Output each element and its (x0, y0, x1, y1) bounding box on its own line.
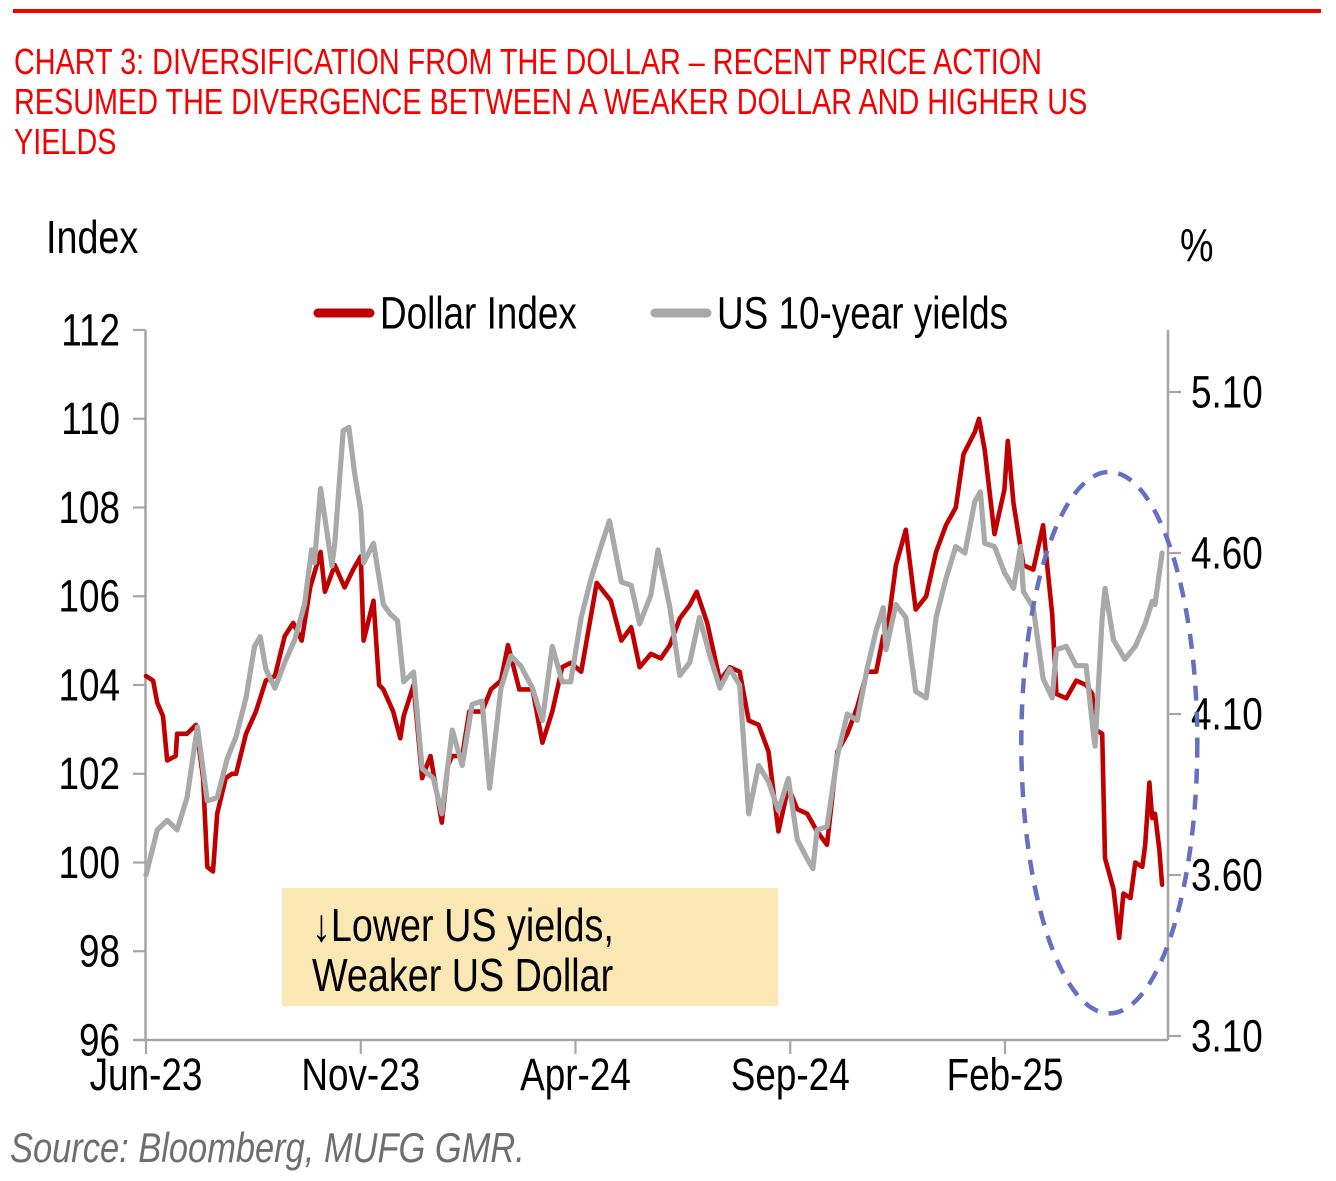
x-tick-label: Jun-23 (90, 1050, 203, 1100)
right-axis-title: % (1180, 218, 1221, 272)
left-axis-title-text: Index (46, 211, 139, 263)
left-tick-label: 108 (58, 482, 120, 532)
chart-title-line-3: YIELDS (14, 121, 117, 162)
left-axis-title: Index (46, 210, 159, 264)
right-tick-label: 5.10 (1191, 367, 1263, 417)
right-tick-label: 4.60 (1191, 528, 1263, 578)
title-rule (13, 9, 1321, 13)
left-tick-label: 100 (58, 837, 120, 887)
dollar-index-line (143, 416, 1165, 941)
source-note-text: Source: Bloomberg, MUFG GMR. (10, 1124, 525, 1171)
x-tick-label: Nov-23 (301, 1050, 420, 1100)
x-tick-label: Feb-25 (947, 1050, 1064, 1100)
left-tick-label: 104 (58, 660, 120, 710)
annotation-line-2: Weaker US Dollar (312, 949, 614, 1001)
x-axis-ticks: Jun-23 Nov-23 Apr-24 Sep-24 Feb-25 (90, 1040, 1064, 1100)
chart-title: CHART 3: DIVERSIFICATION FROM THE DOLLAR… (14, 42, 1336, 162)
legend: Dollar Index US 10-year yields (313, 288, 1008, 338)
series (143, 416, 1165, 941)
left-tick-label: 98 (79, 926, 120, 976)
highlight-ellipse (1019, 469, 1200, 1016)
x-tick-label: Sep-24 (731, 1050, 850, 1100)
y-axis-left-ticks: 112 110 108 106 104 102 100 98 96 (58, 305, 146, 1065)
y-axis-right-ticks: 5.10 4.60 4.10 3.60 3.10 (1168, 367, 1263, 1061)
left-tick-label: 110 (61, 394, 120, 444)
right-tick-label: 4.10 (1191, 689, 1263, 739)
chart-title-line-2: RESUMED THE DIVERGENCE BETWEEN A WEAKER … (14, 81, 1088, 122)
right-tick-label: 3.10 (1191, 1011, 1263, 1061)
left-tick-label: 106 (58, 571, 120, 621)
left-tick-label: 102 (58, 749, 120, 799)
legend-label-us-10-year-yields: US 10-year yields (717, 288, 1008, 338)
source-note: Source: Bloomberg, MUFG GMR. (10, 1124, 638, 1172)
right-axis-title-text: % (1180, 219, 1214, 271)
legend-label-dollar-index: Dollar Index (380, 288, 577, 338)
annotation-box: ↓Lower US yields, Weaker US Dollar (282, 888, 778, 1006)
chart-title-line-1: CHART 3: DIVERSIFICATION FROM THE DOLLAR… (14, 41, 1042, 82)
right-tick-label: 3.60 (1191, 850, 1263, 900)
left-tick-label: 96 (79, 1015, 120, 1065)
us-10-year-yields-line (143, 424, 1165, 878)
left-tick-label: 112 (61, 305, 120, 355)
annotation-line-1: ↓Lower US yields, (312, 899, 614, 951)
x-tick-label: Apr-24 (520, 1050, 631, 1100)
